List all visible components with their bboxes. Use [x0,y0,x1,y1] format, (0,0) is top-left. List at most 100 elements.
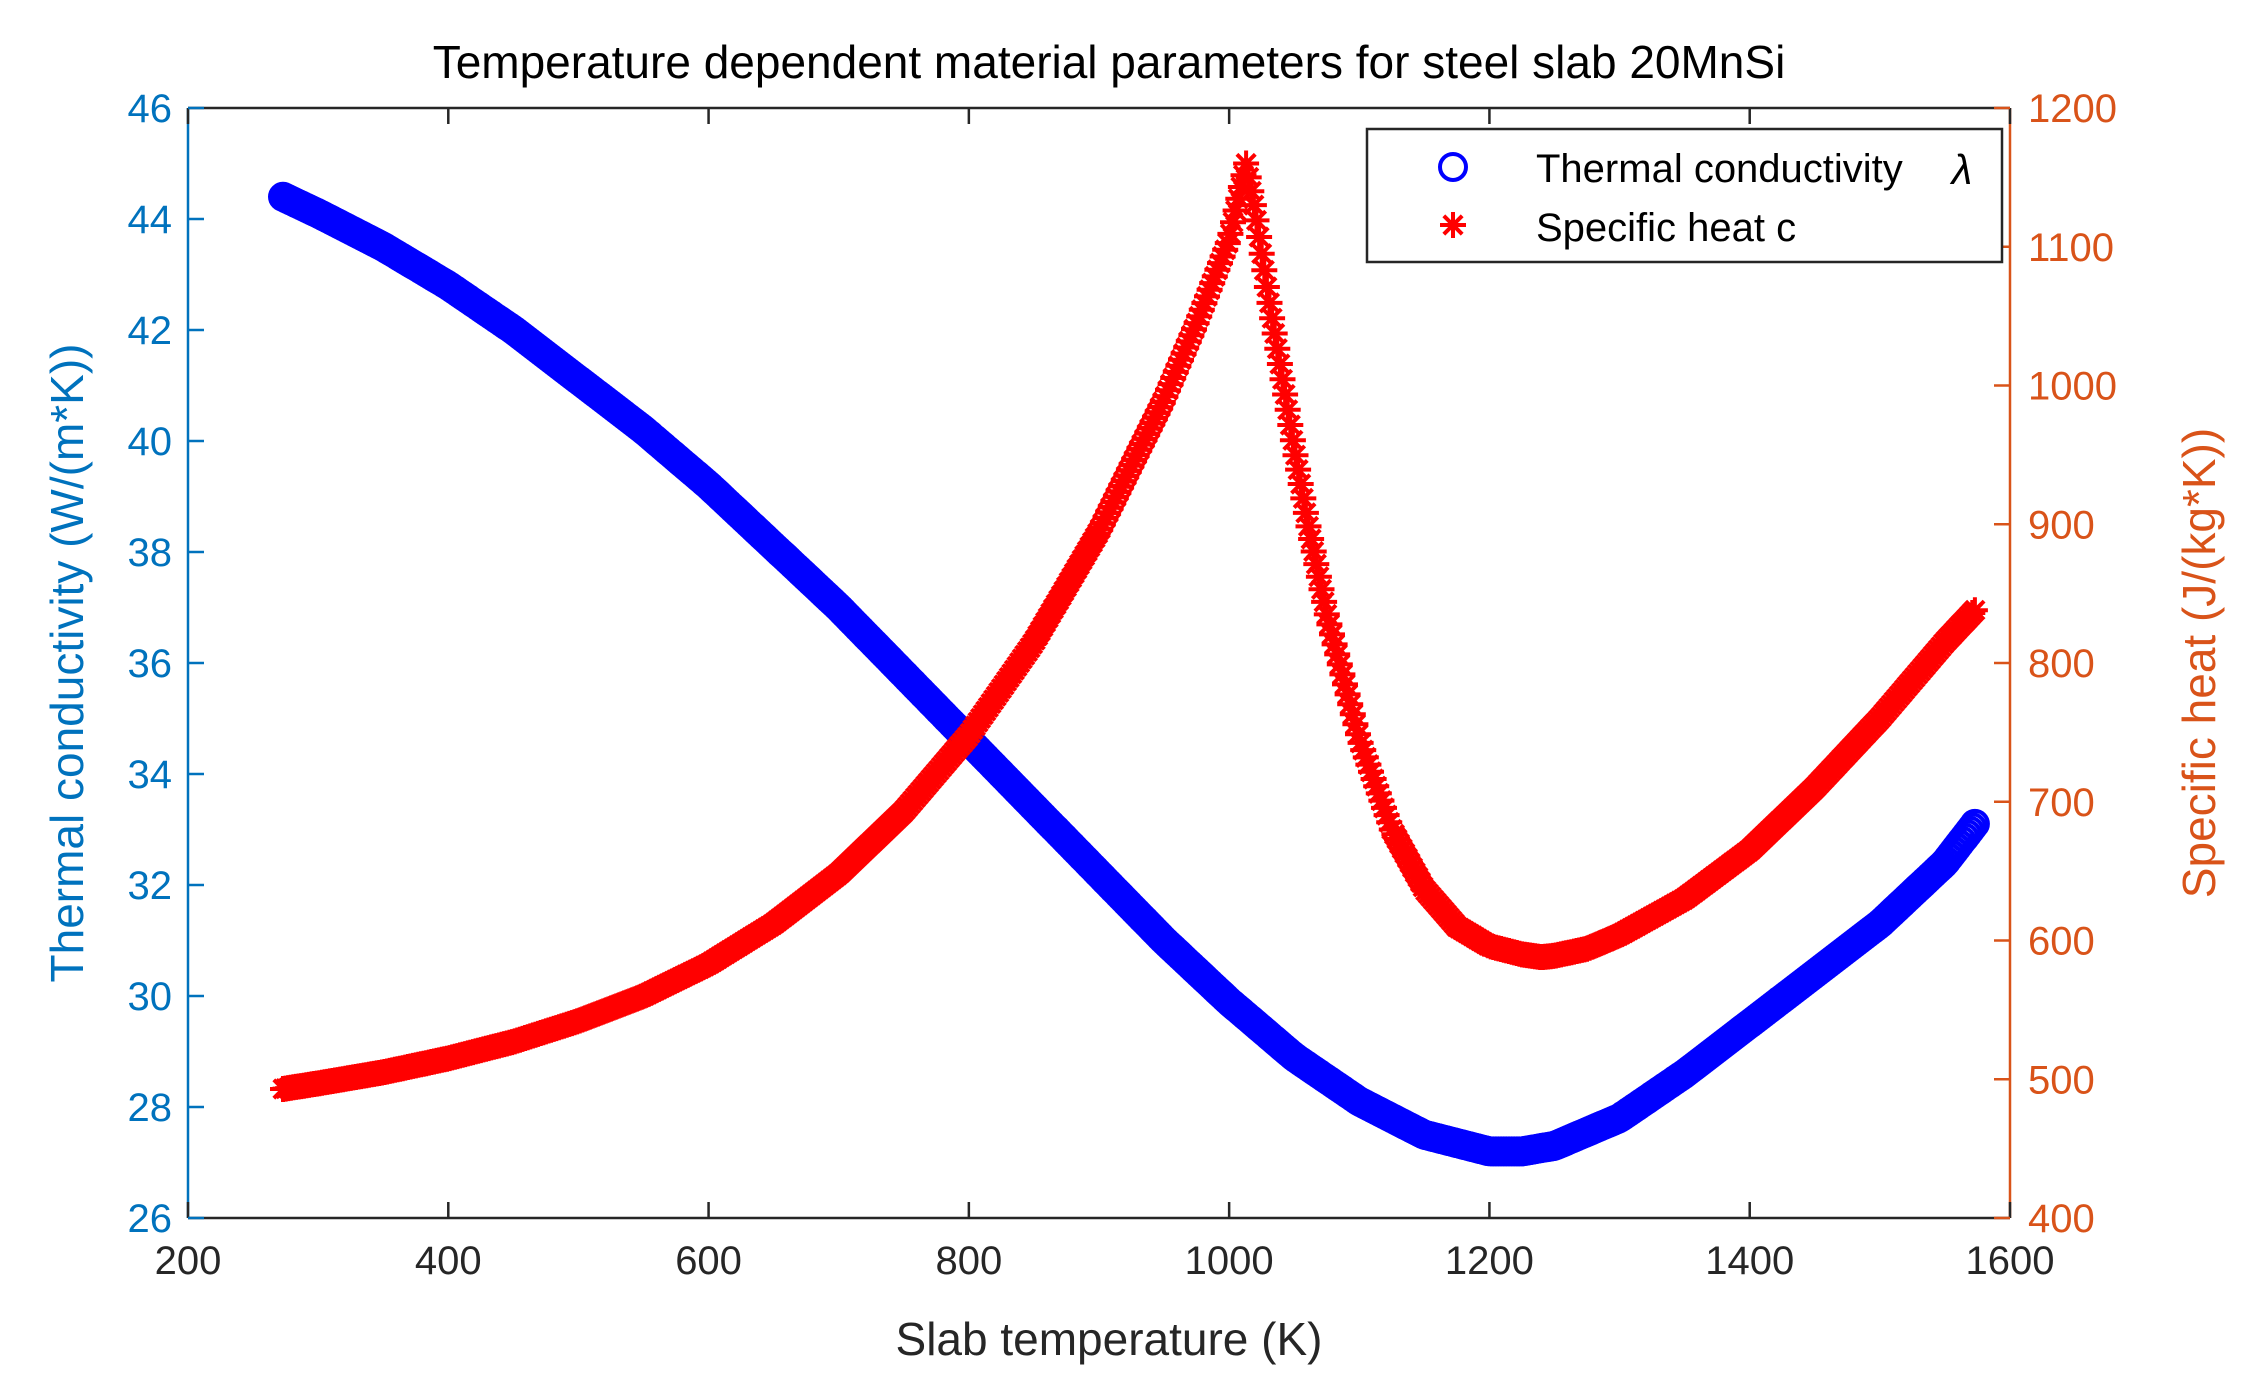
conductivity-marker [1957,812,1988,843]
specific-heat-marker [1358,758,1384,785]
legend-asterisk-marker-icon [1440,212,1466,238]
y-left-tick-label: 26 [128,1197,173,1241]
y-right-tick-label: 600 [2028,920,2095,964]
specific-heat-marker [1347,729,1374,756]
specific-heat-marker [1371,794,1397,821]
specific-heat-marker [1170,340,1197,367]
specific-heat-marker [1368,787,1395,814]
specific-heat-marker [1363,773,1390,800]
specific-heat-marker [1256,289,1283,316]
legend-asterisk-shape [1440,212,1466,238]
x-tick-label: 1600 [1966,1239,2055,1283]
specific-heat-marker [1272,381,1299,408]
plot-area [268,150,1990,1167]
specific-heat-marker [1376,809,1403,836]
legend-lambda-symbol: λ [1950,146,1973,193]
specific-heat-marker [1279,427,1306,454]
specific-heat-marker [1207,250,1233,277]
chart-title: Temperature dependent material parameter… [433,36,1786,88]
specific-heat-marker [1251,257,1278,284]
specific-heat-marker [1295,513,1322,540]
specific-heat-marker [1188,296,1215,323]
specific-heat-marker [1305,563,1332,590]
specific-heat-marker [1235,164,1262,191]
y-left-tick-label: 38 [128,531,173,575]
legend-box [1365,127,2004,264]
y-right-tick-label: 1100 [2028,226,2114,270]
y-right-tick-label: 800 [2028,642,2095,686]
specific-heat-marker [1183,310,1210,337]
specific-heat-marker [1308,576,1335,603]
specific-heat-marker [1152,383,1179,410]
x-tick-label: 1200 [1445,1239,1534,1283]
specific-heat-marker [1300,538,1327,565]
x-tick-label: 400 [415,1239,482,1283]
y-right-tick-label: 400 [2028,1197,2095,1241]
x-axis-label: Slab temperature (K) [896,1313,1323,1365]
specific-heat-marker [1209,243,1236,270]
specific-heat-marker [1290,485,1317,512]
specific-heat-marker [1157,371,1184,398]
specific-heat-marker [1342,711,1369,738]
specific-heat-marker [1217,220,1244,247]
specific-heat-marker [1175,328,1202,355]
specific-heat-marker [1212,236,1239,263]
y-left-tick-label: 42 [128,309,173,353]
specific-heat-marker [1350,737,1377,764]
x-tick-label: 1000 [1185,1239,1274,1283]
x-tick-label: 200 [155,1239,222,1283]
specific-heat-marker [1311,588,1338,615]
specific-heat-marker [1233,150,1260,177]
specific-heat-marker [1365,780,1392,807]
specific-heat-marker [1238,178,1265,205]
y-right-tick-label: 1000 [2028,365,2117,409]
y-right-tick-label: 500 [2028,1058,2095,1102]
specific-heat-marker [1334,681,1361,708]
specific-heat-marker [1201,263,1228,290]
specific-heat-marker [1162,358,1189,385]
specific-heat-marker [1191,290,1218,317]
y-left-tick-label: 44 [128,198,173,242]
legend-label-thermal-conductivity: Thermal conductivity [1536,147,1903,191]
specific-heat-marker [1214,230,1241,257]
specific-heat-marker [1373,802,1400,829]
specific-heat-marker [1196,276,1223,303]
specific-heat-marker [1339,701,1366,728]
specific-heat-marker [1155,377,1181,404]
specific-heat-marker [1168,346,1194,373]
specific-heat-marker [1178,322,1205,349]
specific-heat-marker [1259,305,1286,332]
y-axis-left-label: Thermal conductivity (W/(m*K)) [41,344,93,983]
y-left-tick-label: 28 [128,1086,173,1130]
conductivity-marker [1954,815,1985,846]
specific-heat-marker [1282,442,1309,469]
specific-heat-marker [1292,499,1319,526]
axes: 200 400 600 800 1000 1200 1400 1600 26 28 30 32 34 36… [128,87,2117,1283]
specific-heat-marker [1277,412,1304,438]
specific-heat-marker [1204,256,1231,283]
y-left-tick-label: 36 [128,642,173,686]
specific-heat-marker [1186,303,1213,330]
specific-heat-marker [1313,601,1340,628]
specific-heat-marker [1266,351,1293,377]
specific-heat-marker [1240,192,1267,219]
specific-heat-marker [1220,209,1246,236]
specific-heat-marker [1285,456,1312,483]
specific-heat-marker [1269,366,1296,393]
specific-heat-marker [1961,597,1988,624]
specific-heat-marker [1222,197,1249,224]
series-specific-heat [270,150,1988,1102]
specific-heat-marker [1324,641,1351,668]
legend-circle-marker-icon [1438,152,1468,182]
y-right-tick-label: 700 [2028,781,2095,825]
specific-heat-marker [1352,744,1379,771]
specific-heat-marker [1287,471,1314,497]
series-thermal-conductivity [268,181,1990,1167]
specific-heat-marker [1165,352,1192,379]
specific-heat-marker [1181,316,1207,343]
legend-label-specific-heat: Specific heat c [1536,206,1796,250]
y-right-tick-label: 900 [2028,503,2095,547]
specific-heat-marker [1319,621,1345,648]
specific-heat-marker [1243,207,1270,234]
specific-heat-marker [1199,270,1226,297]
